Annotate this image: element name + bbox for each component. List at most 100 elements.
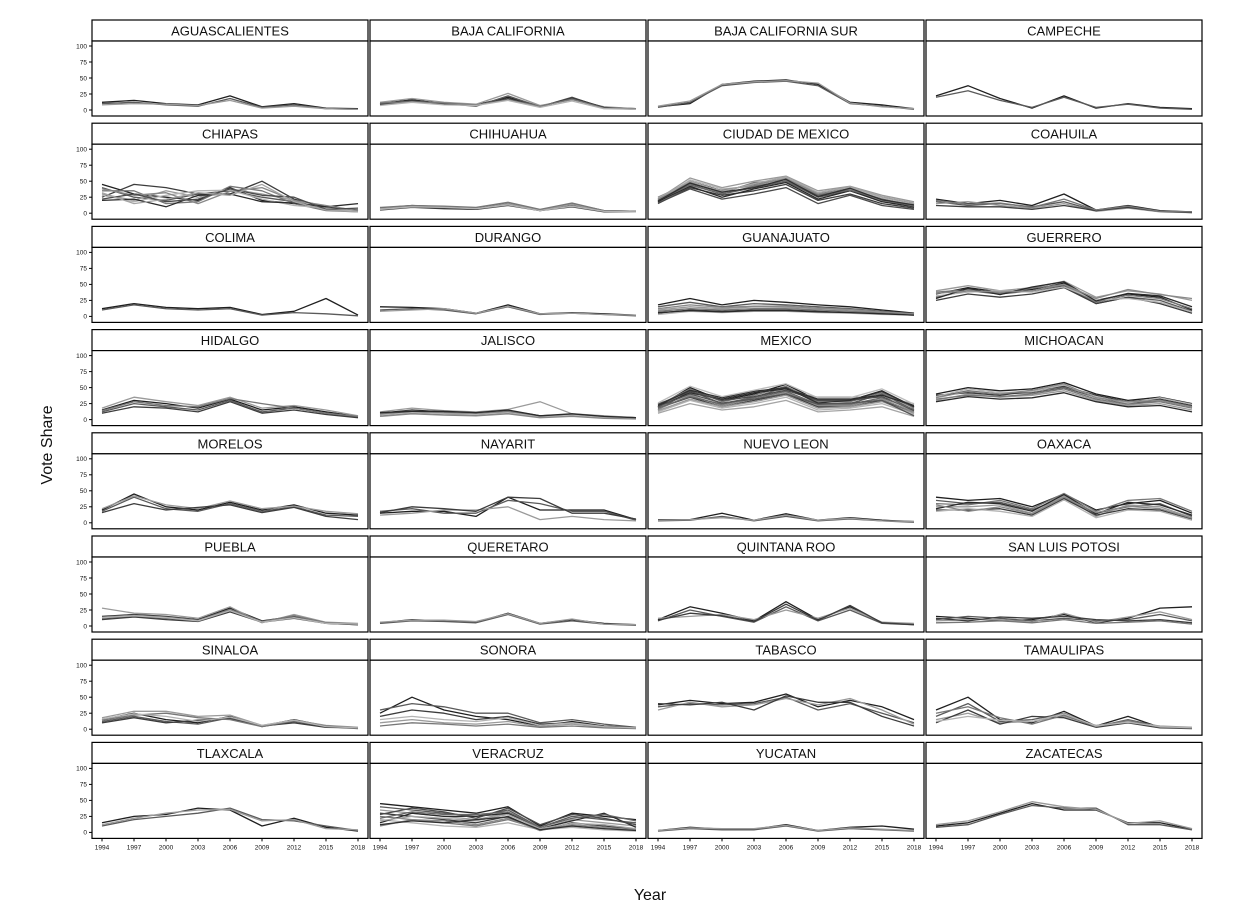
y-tick-label: 100 [76, 43, 87, 50]
series-line [935, 281, 1193, 308]
x-tick-label: 2003 [747, 844, 762, 851]
panel-title: COLIMA [205, 230, 255, 245]
series-line [657, 186, 915, 211]
panel-title: CHIHUAHUA [469, 127, 547, 142]
series-line [379, 807, 637, 826]
panel-hidalgo: HIDALGO 0 25 50 75 100 [76, 329, 369, 427]
x-tick-label: 2000 [993, 844, 1008, 851]
panel-title: SINALOA [202, 643, 259, 658]
y-tick-label: 100 [76, 559, 87, 566]
series-line [379, 305, 637, 316]
x-tick-label: 2015 [1153, 844, 1168, 851]
x-tick-label: 2018 [629, 844, 644, 851]
x-tick-label: 2015 [597, 844, 612, 851]
panel-plot-area [647, 40, 925, 117]
y-tick-label: 100 [76, 663, 87, 670]
panel-plot-area [925, 453, 1203, 530]
series-line [101, 183, 359, 213]
y-tick-label: 25 [80, 711, 88, 718]
series-line [658, 512, 915, 523]
panel-plot-area [925, 40, 1203, 117]
panel-nayarit: NAYARIT [369, 432, 647, 530]
series-line [657, 304, 915, 315]
y-tick-label: 50 [80, 591, 88, 598]
y-tick-label: 75 [80, 59, 88, 66]
x-tick-label: 2015 [319, 844, 334, 851]
series-line [935, 384, 1193, 405]
panel-guerrero: GUERRERO [925, 225, 1203, 323]
x-tick-label: 2003 [469, 844, 484, 851]
y-tick-label: 0 [83, 727, 87, 734]
y-tick-label: 75 [80, 575, 88, 582]
series-line [379, 813, 637, 830]
panel-title: GUANAJUATO [742, 230, 830, 245]
y-tick-label: 25 [80, 91, 88, 98]
series-line [101, 304, 359, 317]
panel-title: AGUASCALIENTES [171, 24, 289, 39]
series-line [101, 713, 359, 729]
panel-veracruz: VERACRUZ 1994 1997 2000 2003 2006 2009 2012 2015… [369, 741, 647, 851]
y-tick-label: 25 [80, 814, 88, 821]
series-line [935, 802, 1193, 830]
series-line [101, 502, 359, 521]
x-tick-label: 2006 [501, 844, 516, 851]
series-line [657, 394, 915, 414]
series-line [657, 383, 915, 405]
series-line [379, 818, 637, 832]
y-tick-label: 25 [80, 401, 88, 408]
series-line [657, 389, 915, 412]
y-tick-label: 0 [83, 623, 87, 630]
panel-sinaloa: SINALOA 0 25 50 75 100 [76, 638, 369, 736]
panel-plot-area [369, 453, 647, 530]
y-tick-label: 50 [80, 695, 88, 702]
y-tick-label: 100 [76, 147, 87, 154]
series-line [657, 297, 915, 314]
series-line [657, 393, 915, 417]
series-line [101, 807, 359, 832]
x-tick-label: 1994 [95, 844, 110, 851]
x-tick-label: 2006 [1057, 844, 1072, 851]
y-tick-label: 25 [80, 504, 88, 511]
panel-queretaro: QUERETARO [369, 535, 647, 633]
series-line [101, 496, 359, 518]
y-tick-label: 100 [76, 456, 87, 463]
panel-title: TABASCO [755, 643, 816, 658]
series-line [379, 413, 637, 420]
y-tick-label: 75 [80, 472, 88, 479]
panel-chihuahua: CHIHUAHUA [369, 122, 647, 220]
panel-plot-area [925, 659, 1203, 736]
x-tick-label: 2003 [191, 844, 206, 851]
panel-baja-california: BAJA CALIFORNIA [369, 19, 647, 117]
series-line [657, 181, 915, 208]
series-line [935, 390, 1193, 411]
x-tick-label: 2000 [437, 844, 452, 851]
series-line [935, 613, 1193, 622]
x-tick-label: 1994 [929, 844, 944, 851]
series-line [935, 85, 1193, 110]
series-line [379, 204, 637, 213]
series-line [379, 715, 637, 729]
panel-title: OAXACA [1037, 436, 1092, 451]
x-tick-label: 1994 [651, 844, 666, 851]
series-line [379, 409, 637, 419]
panel-title: SAN LUIS POTOSI [1008, 540, 1120, 555]
y-axis-title: Vote Share [39, 405, 56, 484]
y-tick-label: 0 [83, 211, 87, 218]
y-tick-label: 0 [83, 314, 87, 321]
y-tick-label: 25 [80, 298, 88, 305]
series-line [935, 615, 1193, 624]
x-tick-label: 2009 [255, 844, 270, 851]
series-line [657, 309, 915, 316]
panel-title: TLAXCALA [197, 746, 264, 761]
series-line [379, 613, 637, 626]
series-line [657, 390, 915, 411]
series-line [101, 95, 359, 110]
y-tick-label: 50 [80, 282, 88, 289]
panel-durango: DURANGO [369, 225, 647, 323]
series-line [379, 702, 637, 728]
y-tick-label: 25 [80, 195, 88, 202]
panel-quintana-roo: QUINTANA ROO [647, 535, 925, 633]
series-line [935, 496, 1193, 519]
panel-puebla: PUEBLA 0 25 50 75 100 [76, 535, 369, 633]
series-line [101, 397, 359, 418]
